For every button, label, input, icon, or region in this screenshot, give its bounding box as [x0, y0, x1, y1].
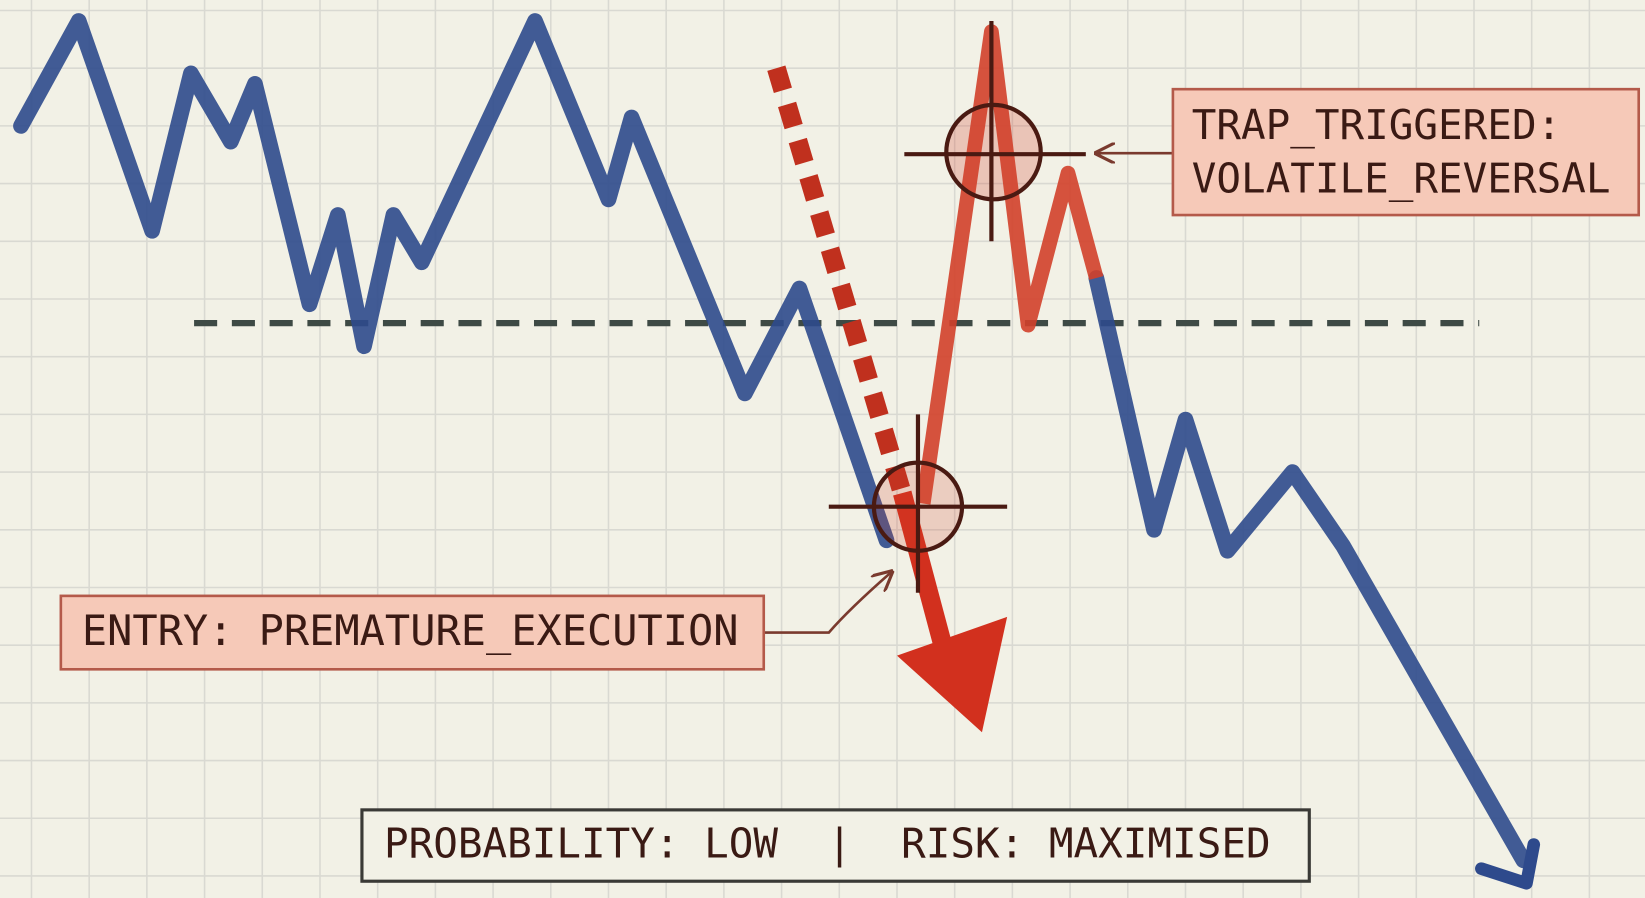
drop-arrowhead	[896, 616, 1008, 733]
entry-label: ENTRY: PREMATURE_EXECUTION	[82, 606, 739, 655]
trap-label: TRAP_TRIGGERED:	[1192, 101, 1561, 149]
drop-arrow	[893, 490, 954, 653]
reversal-line	[915, 24, 1104, 505]
price-arrow	[1475, 838, 1541, 890]
entry-connector	[763, 572, 892, 634]
trap-label: VOLATILE_REVERSAL	[1192, 154, 1611, 202]
footer-box	[360, 808, 1311, 883]
entry-box	[59, 594, 766, 671]
crosshair-top	[904, 20, 1086, 242]
trap-box	[1171, 87, 1641, 217]
price-line	[13, 13, 895, 549]
footer-label: PROBABILITY: LOW | RISK: MAXIMISED	[384, 820, 1271, 868]
crosshair-entry	[828, 414, 1008, 593]
price-line	[1088, 270, 1532, 869]
